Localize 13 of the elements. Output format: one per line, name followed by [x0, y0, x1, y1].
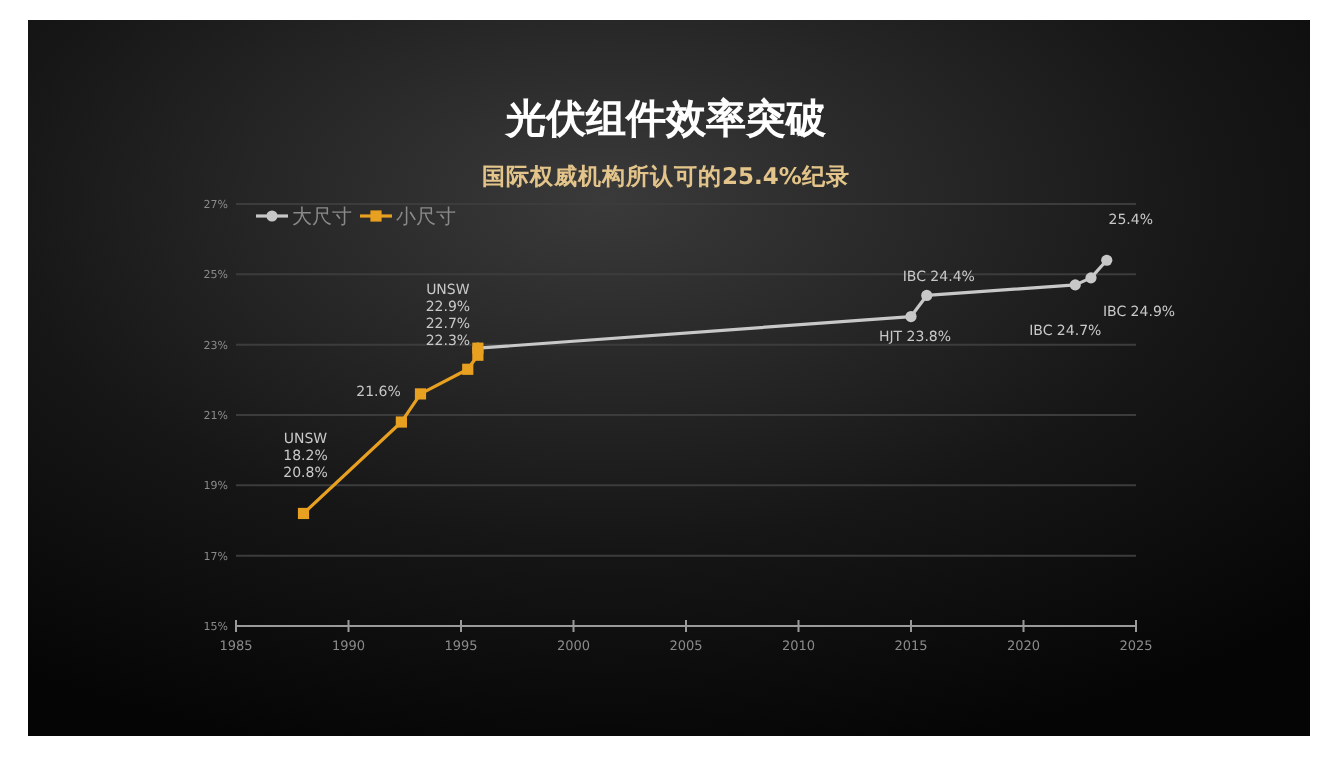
point [1069, 279, 1081, 291]
chart-subtitle: 国际权威机构所认可的25.4%纪录 [482, 162, 850, 190]
point [1101, 254, 1113, 266]
legend-label: 小尺寸 [396, 205, 456, 229]
point [395, 416, 407, 428]
legend-label: 大尺寸 [292, 205, 352, 229]
point [297, 507, 310, 520]
point [462, 363, 474, 375]
point [1085, 272, 1097, 284]
point [905, 310, 917, 323]
point [921, 289, 933, 302]
chart-title: 光伏组件效率突破 [504, 94, 828, 142]
point [414, 388, 427, 400]
